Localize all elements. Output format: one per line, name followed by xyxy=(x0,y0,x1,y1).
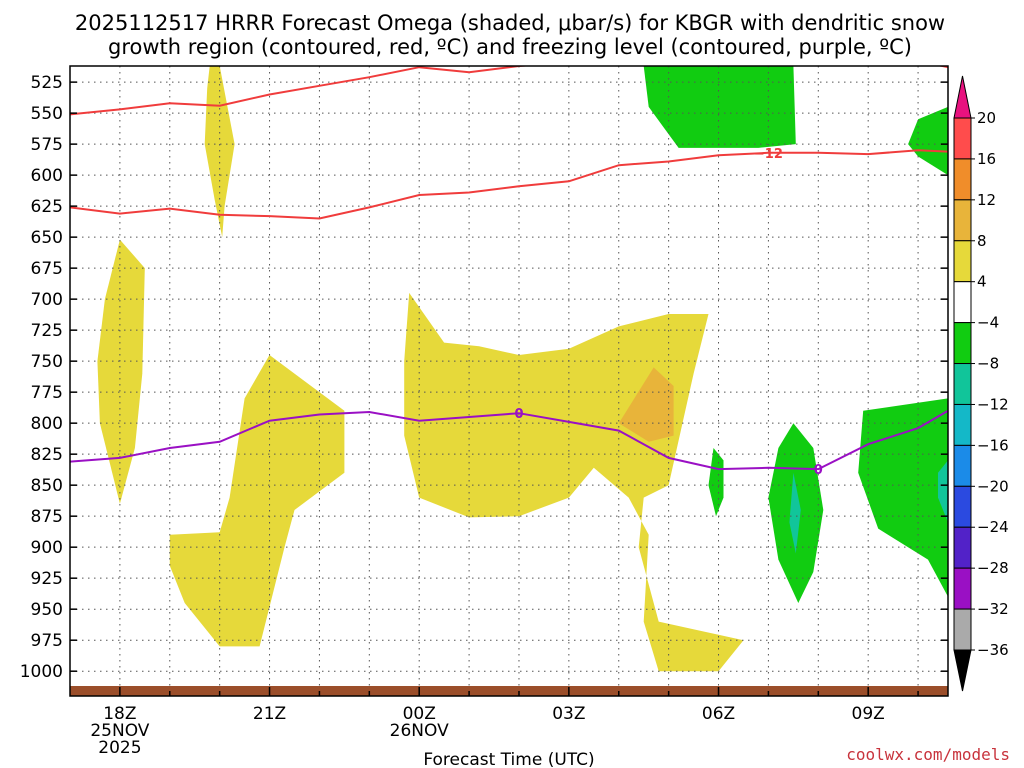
contour-label-freezing-level-2: 0 xyxy=(814,463,823,478)
y-tick-label: 925 xyxy=(31,569,63,589)
y-tick-label: 775 xyxy=(31,383,63,403)
x-tick-label: 06Z xyxy=(702,704,735,724)
y-tick-label: 700 xyxy=(31,290,63,310)
contour-label-dgz-bottom: −12 xyxy=(754,147,783,162)
omega-shading-layer xyxy=(97,66,948,672)
colorbar-swatch xyxy=(953,444,972,487)
x-tick-label: 00Z xyxy=(403,704,436,724)
colorbar: 20 16 12 8 4 −4 −8 −12 −16 −20 −24 −28 −32 −36 xyxy=(953,75,1009,692)
x-tick-label: 2025 xyxy=(98,738,141,758)
colorbar-swatch xyxy=(953,363,972,405)
colorbar-swatch xyxy=(953,281,972,324)
omega-region-5 xyxy=(643,66,796,148)
y-tick-label: 550 xyxy=(31,104,63,124)
colorbar-swatch xyxy=(953,322,972,365)
plot-frame xyxy=(69,65,949,697)
omega-region-11 xyxy=(938,460,948,523)
y-tick-label: 575 xyxy=(31,135,63,155)
omega-region-8 xyxy=(789,472,801,554)
colorbar-swatch xyxy=(953,403,972,446)
colorbar-bottom-arrow xyxy=(953,649,972,692)
colorbar-label: 8 xyxy=(977,232,987,250)
y-tick-label: 800 xyxy=(31,414,63,434)
colorbar-label: −24 xyxy=(977,518,1009,536)
omega-region-1 xyxy=(97,239,145,504)
x-tick-label: 21Z xyxy=(253,704,286,724)
y-tick-label: 875 xyxy=(31,507,63,527)
colorbar-label: 12 xyxy=(977,191,996,209)
omega-region-0 xyxy=(204,66,235,238)
omega-region-4 xyxy=(618,367,674,442)
y-tick-label: 825 xyxy=(31,445,63,465)
y-tick-label: 525 xyxy=(31,73,63,93)
colorbar-label: −4 xyxy=(977,314,999,332)
y-tick-label: 950 xyxy=(31,600,63,620)
y-tick-label: 975 xyxy=(31,631,63,651)
x-axis-label: Forecast Time (UTC) xyxy=(423,750,594,768)
y-tick-label: 725 xyxy=(31,321,63,341)
colorbar-label: −36 xyxy=(977,641,1009,659)
x-tick-label: 25NOV xyxy=(90,721,149,741)
colorbar-label: 20 xyxy=(977,109,996,127)
y-tick-label: 675 xyxy=(31,259,63,279)
y-tick-label: 750 xyxy=(31,352,63,372)
colorbar-label: −8 xyxy=(977,355,999,373)
x-tick-label: 03Z xyxy=(552,704,585,724)
colorbar-label: −20 xyxy=(977,477,1009,495)
contour-dgz-bottom xyxy=(70,149,948,220)
contour-label-freezing-level: 0 xyxy=(514,407,523,422)
colorbar-swatch xyxy=(953,158,972,201)
y-tick-label: 1000 xyxy=(20,662,63,682)
x-tick-label: 18Z xyxy=(103,704,136,724)
colorbar-swatch xyxy=(953,117,972,160)
colorbar-swatch xyxy=(953,485,972,528)
y-tick-label: 625 xyxy=(31,197,63,217)
y-axis: 525 550 575 600 625 650 675 700 725 750 775 800 825 8… xyxy=(20,73,948,682)
omega-region-2 xyxy=(169,355,345,647)
colorbar-label: −16 xyxy=(977,436,1009,454)
colorbar-label: −12 xyxy=(977,395,1009,413)
y-tick-label: 850 xyxy=(31,476,63,496)
contour-freezing-level xyxy=(70,409,948,471)
omega-region-10 xyxy=(858,398,948,597)
omega-region-6 xyxy=(708,448,724,517)
x-tick-label: 26NOV xyxy=(390,721,449,741)
y-tick-label: 600 xyxy=(31,166,63,186)
contour-layer: −12 0 0 xyxy=(70,66,948,478)
credit-text: coolwx.com/models xyxy=(846,745,1010,764)
colorbar-label: 4 xyxy=(977,273,987,291)
y-tick-label: 900 xyxy=(31,538,63,558)
y-tick-label: 650 xyxy=(31,228,63,248)
contour-dgz-top xyxy=(70,66,948,116)
colorbar-label: 16 xyxy=(977,150,996,168)
x-tick-label: 09Z xyxy=(852,704,885,724)
colorbar-swatch xyxy=(953,240,972,283)
chart-title-line1: 2025112517 HRRR Forecast Omega (shaded, … xyxy=(75,11,945,35)
terrain-strip xyxy=(70,686,948,696)
colorbar-swatch xyxy=(953,526,972,569)
grid-layer xyxy=(70,66,948,696)
omega-region-9 xyxy=(908,106,948,176)
chart-title-line2: growth region (contoured, red, ºC) and f… xyxy=(108,35,912,59)
colorbar-swatch xyxy=(953,199,972,242)
colorbar-label: −32 xyxy=(977,600,1009,618)
colorbar-swatch xyxy=(953,608,972,651)
colorbar-label: −28 xyxy=(977,559,1009,577)
colorbar-swatch xyxy=(953,567,972,610)
